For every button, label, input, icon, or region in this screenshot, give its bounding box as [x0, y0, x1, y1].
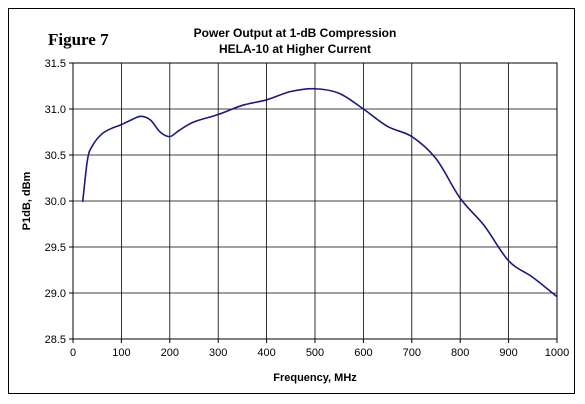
y-tick-label: 29.0	[45, 288, 66, 300]
figure-label: Figure 7	[48, 30, 109, 49]
chart-subtitle: HELA-10 at Higher Current	[218, 42, 372, 56]
x-tick-label: 1000	[545, 347, 569, 359]
y-tick-label: 30.5	[45, 150, 66, 162]
y-tick-label: 29.5	[45, 242, 66, 254]
x-tick-label: 500	[306, 347, 324, 359]
grid	[73, 63, 557, 339]
x-axis-ticks: 0 100 200 300 400 500 600 700 800 900 1000	[70, 339, 569, 359]
y-tick-label: 28.5	[45, 334, 66, 346]
chart-title: Power Output at 1-dB Compression	[193, 26, 397, 40]
x-axis-title: Frequency, MHz	[273, 372, 357, 384]
x-tick-label: 300	[209, 347, 227, 359]
x-tick-label: 700	[403, 347, 421, 359]
y-tick-label: 30.0	[45, 196, 66, 208]
x-tick-label: 0	[70, 347, 76, 359]
x-tick-label: 600	[354, 347, 372, 359]
y-tick-label: 31.5	[45, 58, 66, 70]
y-tick-label: 31.0	[45, 104, 66, 116]
x-tick-label: 100	[112, 347, 130, 359]
series-line	[81, 87, 558, 298]
x-tick-label: 800	[451, 347, 469, 359]
x-tick-label: 900	[499, 347, 517, 359]
y-axis-title: P1dB, dBm	[21, 171, 33, 230]
x-tick-label: 400	[257, 347, 275, 359]
y-axis-ticks: 28.5 29.0 29.5 30.0 30.5 31.0 31.5	[45, 58, 73, 346]
x-tick-label: 200	[161, 347, 179, 359]
